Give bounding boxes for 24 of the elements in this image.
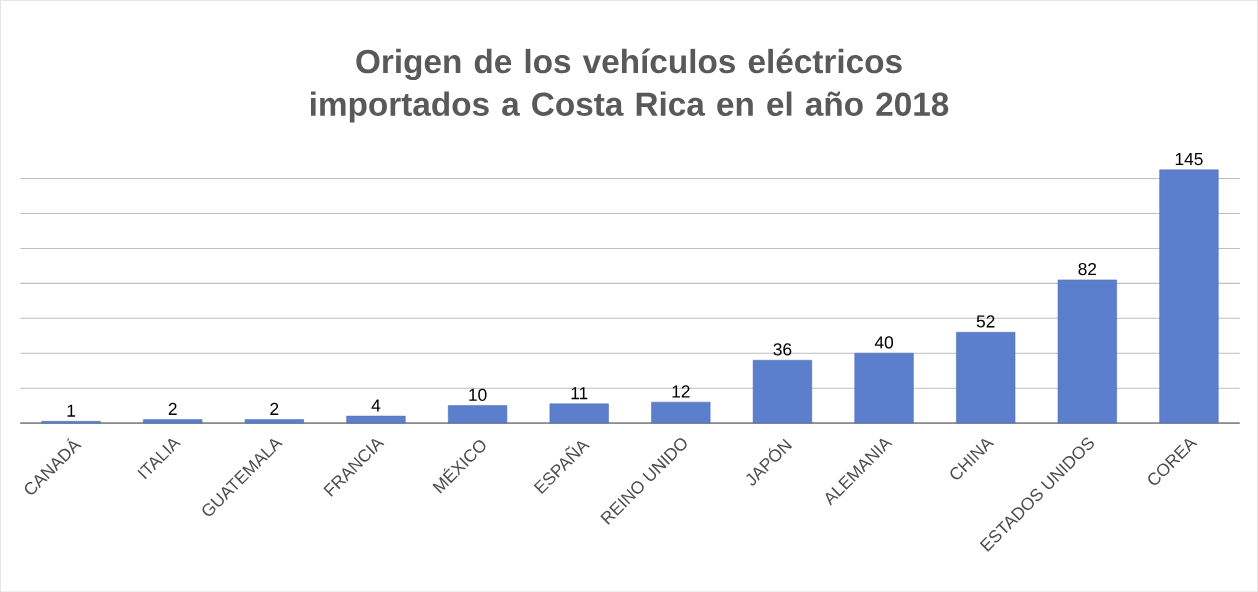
bar [651, 401, 711, 424]
bar [346, 415, 406, 424]
data-label: 36 [773, 343, 792, 356]
data-label: 12 [672, 385, 690, 398]
bar [956, 331, 1016, 424]
data-label: 40 [874, 336, 894, 349]
bar [143, 419, 203, 424]
data-label: 52 [976, 315, 995, 328]
data-label: 10 [469, 388, 487, 401]
bar [549, 403, 609, 424]
bar [854, 352, 914, 424]
bar [447, 405, 508, 424]
data-label: 4 [371, 399, 381, 412]
bar [244, 419, 304, 424]
bar [1057, 279, 1117, 424]
data-label: 11 [571, 387, 588, 400]
data-label: 2 [270, 402, 279, 415]
data-label: 2 [168, 402, 177, 415]
bar [1159, 169, 1219, 424]
chart-title: Origen de los vehículos eléctricos importados a Costa Rica en el año 2018 [310, 48, 949, 123]
bar [752, 359, 813, 424]
data-label: 82 [1078, 262, 1097, 276]
data-label: 1 [67, 404, 76, 417]
data-label: 145 [1175, 152, 1203, 166]
